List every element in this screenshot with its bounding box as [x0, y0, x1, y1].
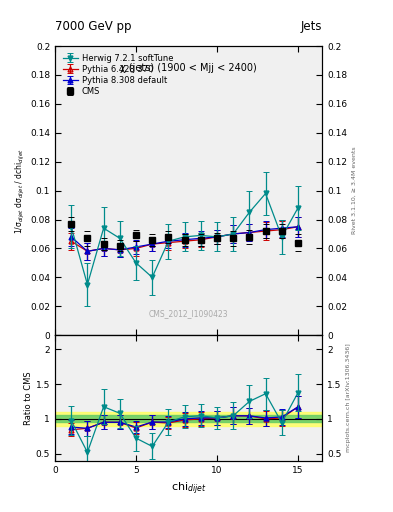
- Y-axis label: Ratio to CMS: Ratio to CMS: [24, 371, 33, 425]
- X-axis label: chi$_{dijet}$: chi$_{dijet}$: [171, 480, 206, 497]
- Y-axis label: 1/σ$_{dijet}$ dσ$_{dijet}$ / dchi$_{dijet}$: 1/σ$_{dijet}$ dσ$_{dijet}$ / dchi$_{dije…: [14, 147, 27, 233]
- Y-axis label: Rivet 3.1.10, ≥ 3.4M events: Rivet 3.1.10, ≥ 3.4M events: [351, 147, 356, 234]
- Text: CMS_2012_I1090423: CMS_2012_I1090423: [149, 309, 228, 318]
- Text: 7000 GeV pp: 7000 GeV pp: [55, 20, 132, 33]
- Text: χ (jets) (1900 < Mjj < 2400): χ (jets) (1900 < Mjj < 2400): [120, 63, 257, 73]
- Text: Jets: Jets: [301, 20, 322, 33]
- Bar: [55, 415, 322, 422]
- Bar: [55, 412, 322, 426]
- Legend: Herwig 7.2.1 softTune, Pythia 6.428 370, Pythia 8.308 default, CMS: Herwig 7.2.1 softTune, Pythia 6.428 370,…: [59, 50, 176, 99]
- Y-axis label: mcplots.cern.ch [arXiv:1306.3436]: mcplots.cern.ch [arXiv:1306.3436]: [346, 344, 351, 452]
